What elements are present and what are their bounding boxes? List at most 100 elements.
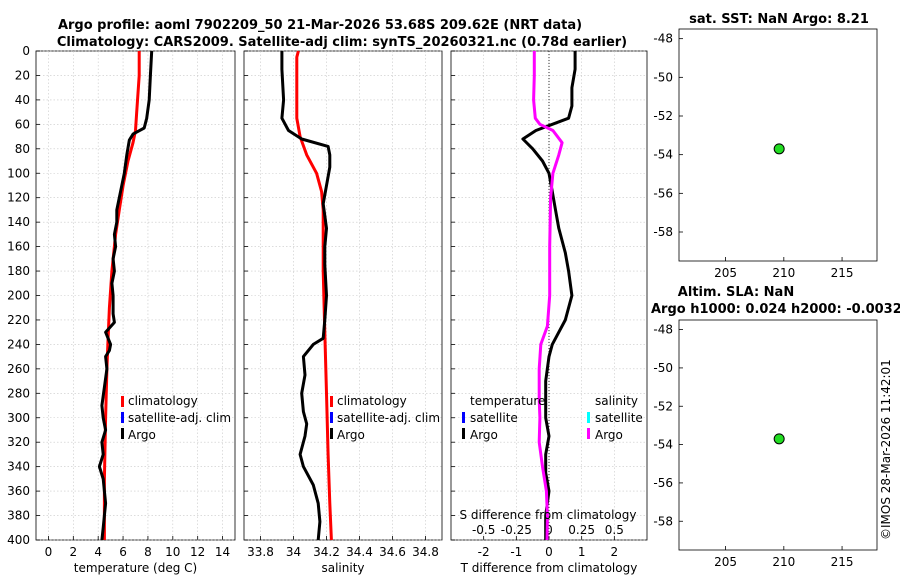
x-tick-label: 6 <box>119 545 127 559</box>
legend-label-argo: Argo <box>337 428 365 442</box>
legend-swatch-satellite-adj <box>121 412 124 423</box>
x-tick-label: 34.6 <box>379 545 406 559</box>
y-tick-label: -58 <box>653 514 673 528</box>
x-tick-label: 210 <box>772 266 795 280</box>
y-tick-label: 400 <box>7 533 30 547</box>
x-tick-label: -2 <box>478 545 490 559</box>
top-tick-label: -0.5 <box>472 523 495 537</box>
figure-title-line1: Argo profile: aoml 7902209_50 21-Mar-202… <box>58 18 582 33</box>
x-tick-label: 8 <box>144 545 152 559</box>
y-tick-label: 280 <box>7 386 30 400</box>
y-tick-label: -58 <box>653 225 673 239</box>
top-tick-label: -0.25 <box>501 523 532 537</box>
difference-x-axis-label: T difference from climatology <box>460 561 638 575</box>
legend-label-t-argo: Argo <box>470 428 498 442</box>
x-tick-label: 12 <box>190 545 205 559</box>
temperature-legend: climatology satellite-adj. clim Argo <box>121 394 231 442</box>
y-tick-label: 300 <box>7 411 30 425</box>
sla-map-subtitle: Argo h1000: 0.024 h2000: -0.0032 <box>651 302 900 317</box>
sst-map-title: sat. SST: NaN Argo: 8.21 <box>689 12 869 27</box>
y-tick-label: -48 <box>653 323 673 337</box>
y-tick-label: 340 <box>7 460 30 474</box>
sla-map-title: Altim. SLA: NaN <box>678 285 794 300</box>
difference-panel: -2 -1 0 1 2 T difference from climatology -0.5… <box>450 50 648 575</box>
figure-title-line2: Climatology: CARS2009. Satellite-adj cli… <box>57 35 627 50</box>
x-tick-label: 0 <box>545 545 553 559</box>
temperature-x-axis-label: temperature (deg C) <box>74 561 197 575</box>
argo-float-marker <box>773 433 785 445</box>
y-tick-label: -48 <box>653 32 673 46</box>
y-tick-label: 320 <box>7 435 30 449</box>
y-tick-label: 260 <box>7 362 30 376</box>
series-line-s-argo <box>532 51 564 541</box>
top-tick-label: 0.25 <box>568 523 595 537</box>
legend-label-climatology: climatology <box>337 394 407 408</box>
salinity-legend: climatology satellite-adj. clim Argo <box>330 394 440 442</box>
series-line-argo <box>280 51 332 541</box>
x-tick-label: -1 <box>510 545 522 559</box>
legend-swatch-argo <box>330 428 333 439</box>
temperature-panel: 0 2 4 6 8 10 12 1402040608010012014016018020022… <box>7 44 236 575</box>
legend-label-s-satellite: satellite <box>595 411 643 425</box>
y-tick-label: 120 <box>7 191 30 205</box>
x-tick-label: 205 <box>714 266 737 280</box>
sla-map-panel: 205 210 215 -48 -50 -52 -54 -56 -58 <box>653 319 878 569</box>
legend-swatch-s-satellite <box>587 412 590 423</box>
sst-map-panel: 205 210 215 -48 -50 -52 -54 -56 -58 <box>653 28 878 280</box>
x-tick-label: 215 <box>831 266 854 280</box>
y-tick-label: -50 <box>653 361 673 375</box>
y-tick-label: 60 <box>15 117 30 131</box>
y-tick-label: 200 <box>7 289 30 303</box>
legend-label-argo: Argo <box>128 428 156 442</box>
legend-label-satellite-adj: satellite-adj. clim <box>128 411 231 425</box>
y-tick-label: 360 <box>7 484 30 498</box>
y-tick-label: 240 <box>7 337 30 351</box>
legend-label-t-satellite: satellite <box>470 411 518 425</box>
x-tick-label: 0 <box>45 545 53 559</box>
y-tick-label: 100 <box>7 166 30 180</box>
y-tick-label: 0 <box>22 44 30 58</box>
legend-label-climatology: climatology <box>128 394 198 408</box>
y-tick-label: 140 <box>7 215 30 229</box>
legend-swatch-argo <box>121 428 124 439</box>
y-tick-label: 160 <box>7 240 30 254</box>
x-tick-label: 14 <box>215 545 230 559</box>
x-tick-label: 33.8 <box>247 545 274 559</box>
legend-header-salinity: salinity <box>595 394 638 408</box>
x-tick-label: 34.8 <box>412 545 439 559</box>
y-tick-label: -52 <box>653 399 673 413</box>
y-tick-label: -52 <box>653 109 673 123</box>
x-tick-label: 4 <box>94 545 102 559</box>
legend-swatch-s-argo <box>587 428 590 439</box>
copyright-stamp: ©IMOS 28-Mar-2026 11:42:01 <box>879 359 893 540</box>
legend-label-s-argo: Argo <box>595 428 623 442</box>
salinity-panel: 33.8 34 34.2 34.4 34.6 34.8 salinity <box>243 50 443 575</box>
x-tick-label: 10 <box>165 545 180 559</box>
legend-swatch-satellite-adj <box>330 412 333 423</box>
legend-label-satellite-adj: satellite-adj. clim <box>337 411 440 425</box>
y-tick-label: -56 <box>653 476 673 490</box>
y-tick-label: 180 <box>7 264 30 278</box>
y-tick-label: 20 <box>15 68 30 82</box>
argo-float-marker <box>773 143 785 155</box>
x-tick-label: 34.2 <box>313 545 340 559</box>
y-tick-label: -56 <box>653 186 673 200</box>
y-tick-label: 220 <box>7 313 30 327</box>
y-tick-label: -54 <box>653 148 673 162</box>
legend-header-temperature: temperature <box>470 394 545 408</box>
y-tick-label: 40 <box>15 93 30 107</box>
salinity-x-axis-label: salinity <box>321 561 364 575</box>
difference-top-axis-label: S difference from climatology <box>460 508 637 522</box>
legend-swatch-climatology <box>330 396 333 407</box>
difference-legend: temperature salinity satellite Argo sate… <box>462 394 643 442</box>
x-tick-label: 2 <box>69 545 77 559</box>
y-tick-label: 380 <box>7 509 30 523</box>
y-tick-label: -50 <box>653 70 673 84</box>
legend-swatch-t-satellite <box>462 412 465 423</box>
top-tick-label: 0 <box>545 523 553 537</box>
series-line-argo <box>97 50 154 541</box>
legend-swatch-t-argo <box>462 428 465 439</box>
x-tick-label: 1 <box>578 545 586 559</box>
legend-swatch-climatology <box>121 396 124 407</box>
